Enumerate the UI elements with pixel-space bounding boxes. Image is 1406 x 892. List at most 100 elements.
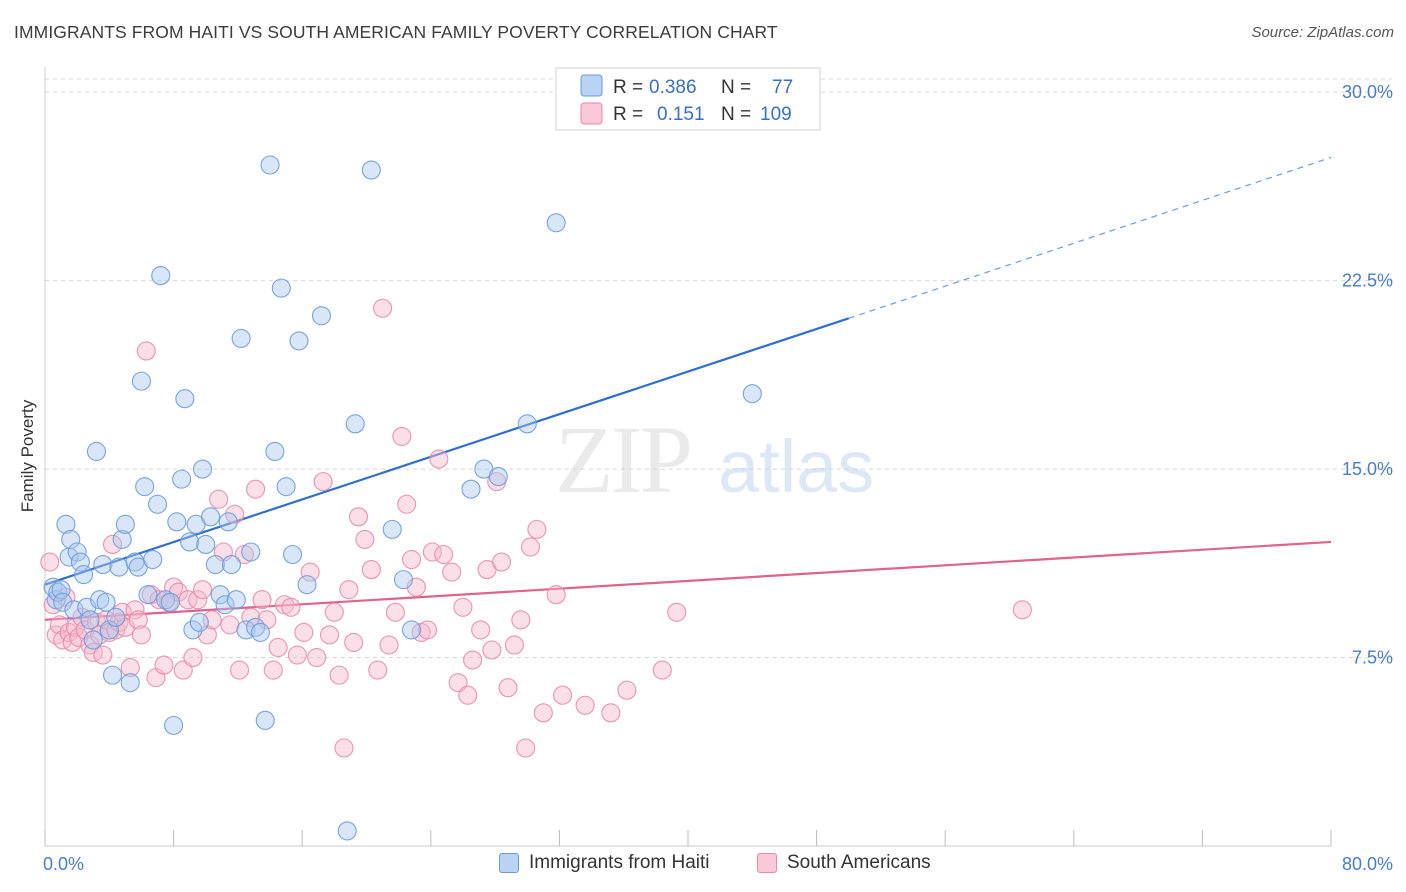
south-american-point	[263, 660, 283, 680]
south-american-point	[491, 552, 512, 572]
south-american-point	[373, 298, 393, 318]
series-legend: Immigrants from Haiti South Americans	[0, 852, 1406, 878]
south-american-point	[422, 542, 442, 562]
chart-title: IMMIGRANTS FROM HAITI VS SOUTH AMERICAN …	[14, 22, 778, 42]
haiti-point	[488, 467, 508, 487]
x-tick-label-min: 0.0%	[43, 854, 84, 874]
legend-n-label-2: N =	[721, 104, 751, 125]
south-american-point	[533, 703, 553, 723]
south-american-point	[392, 426, 412, 446]
haiti-trend-line	[44, 317, 850, 586]
gridlines	[45, 78, 1392, 659]
haiti-point	[86, 441, 106, 462]
haiti-point	[250, 622, 270, 642]
haiti-point	[205, 555, 225, 575]
haiti-point	[393, 570, 414, 590]
haiti-trend-extension	[848, 156, 1332, 319]
haiti-point	[115, 514, 135, 534]
axes	[44, 67, 1332, 847]
legend-swatch-south-americans	[580, 102, 603, 125]
south-american-point	[511, 610, 531, 630]
south-american-point	[453, 597, 473, 617]
south-american-point	[471, 620, 491, 640]
south-americans-series-name: South Americans	[787, 852, 931, 873]
haiti-point	[382, 519, 402, 539]
source-credit: Source: ZipAtlas.com	[1251, 24, 1394, 41]
south-american-point	[225, 504, 245, 524]
south-american-point	[268, 637, 288, 658]
haiti-point	[80, 610, 100, 630]
haiti-point	[276, 477, 296, 497]
south-american-point	[1012, 600, 1032, 620]
haiti-point	[241, 542, 261, 562]
south-american-point	[575, 695, 595, 715]
south-american-point	[319, 625, 340, 645]
south-american-point	[49, 615, 70, 635]
south-american-point	[361, 560, 381, 580]
south-american-point	[188, 590, 208, 610]
south-american-point	[429, 449, 449, 469]
haiti-point	[461, 479, 481, 499]
watermark-atlas: atlas	[718, 425, 874, 508]
south-american-point	[458, 685, 478, 705]
south-american-point	[368, 660, 388, 680]
south-american-point	[75, 620, 95, 640]
south-american-point	[504, 635, 524, 655]
haiti-point	[102, 665, 123, 685]
south-american-point	[348, 507, 369, 527]
south-american-point	[154, 655, 174, 675]
south-american-point	[355, 529, 375, 549]
tick-labels: 7.5% 15.0% 22.5% 30.0% 0.0% 80.0%	[43, 82, 1393, 874]
correlation-legend: R = 0.386 N = 77 R = 0.151 N = 109	[555, 67, 821, 131]
haiti-point	[345, 414, 365, 434]
haiti-point	[271, 278, 291, 298]
south-american-point	[339, 580, 359, 600]
watermark: ZIP atlas	[555, 406, 874, 513]
south-american-point	[324, 602, 344, 622]
haiti-point	[546, 213, 566, 233]
haiti-series-name: Immigrants from Haiti	[529, 852, 710, 873]
south-american-point	[516, 738, 536, 758]
south-american-point	[128, 610, 148, 630]
south-american-point	[136, 341, 156, 361]
haiti-point	[283, 544, 303, 565]
haiti-point	[138, 585, 158, 605]
haiti-point	[337, 821, 357, 841]
south-american-point	[601, 703, 621, 723]
haiti-point	[201, 507, 221, 527]
south-american-point	[667, 602, 687, 622]
y-tick-label-1: 15.0%	[1342, 459, 1393, 479]
haiti-point	[160, 592, 180, 612]
south-american-point	[448, 673, 468, 693]
haiti-point	[180, 532, 200, 552]
south-american-point	[463, 650, 483, 670]
haiti-point	[96, 592, 116, 612]
south-american-point	[434, 544, 454, 565]
south-american-point	[220, 615, 240, 635]
legend-swatch-haiti	[580, 74, 603, 97]
south-american-point	[520, 537, 541, 557]
haiti-point	[74, 565, 94, 585]
series-legend-south-americans: South Americans	[757, 852, 931, 874]
south-american-point	[72, 607, 92, 627]
y-tick-label-2: 22.5%	[1342, 271, 1393, 291]
legend-r-label-1: R =	[613, 77, 643, 98]
haiti-point	[167, 512, 187, 532]
haiti-point	[131, 371, 151, 391]
south-american-point	[527, 519, 547, 539]
south-american-point	[498, 678, 518, 698]
haiti-point	[218, 512, 238, 532]
south-american-point	[307, 647, 327, 668]
haiti-point	[192, 459, 213, 479]
haiti-point	[265, 441, 285, 462]
south-american-point	[313, 472, 333, 492]
haiti-point	[255, 710, 275, 730]
south-american-point	[246, 479, 266, 499]
haiti-point	[297, 575, 317, 595]
legend-r-label-2: R =	[613, 104, 643, 125]
south-american-point	[252, 590, 272, 610]
legend-n-value-1: 77	[772, 77, 793, 98]
south-american-point	[281, 597, 301, 617]
haiti-point	[231, 328, 251, 348]
south-american-point	[442, 562, 462, 582]
